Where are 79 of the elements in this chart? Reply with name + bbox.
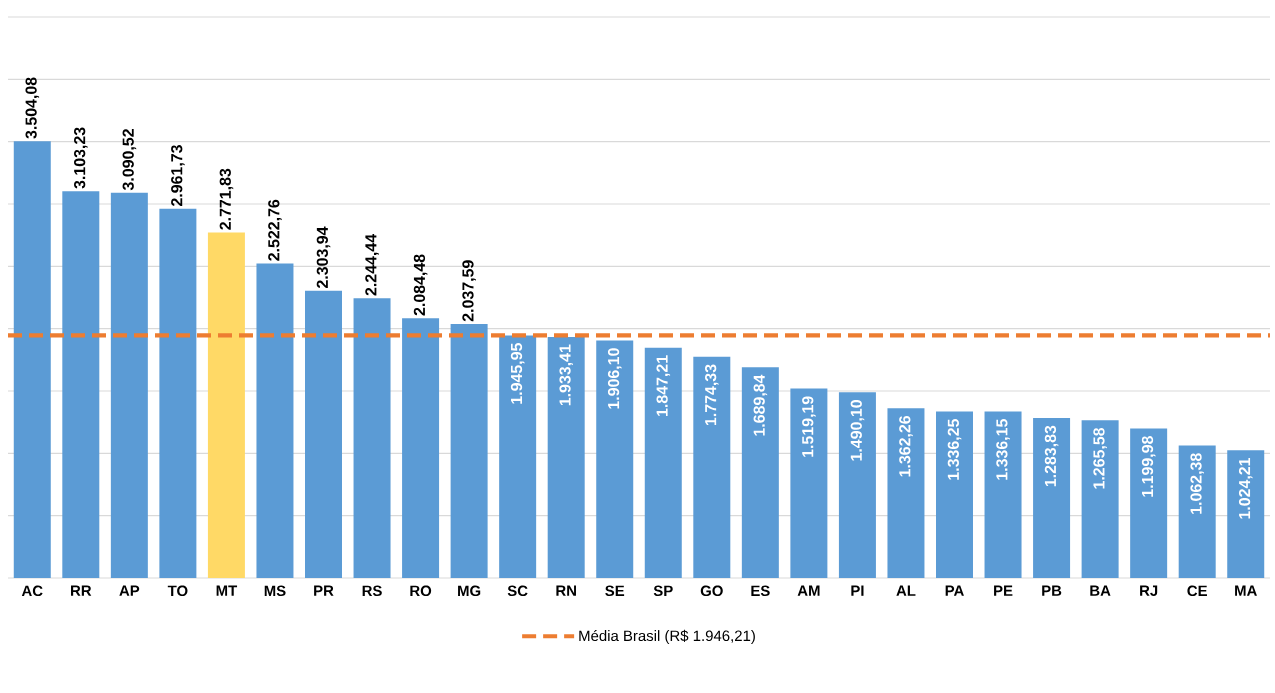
bar xyxy=(644,347,682,578)
data-label: 2.037,59 xyxy=(462,260,476,322)
data-label: 2.244,44 xyxy=(365,234,379,296)
x-tick-label: AP xyxy=(119,585,140,596)
bar xyxy=(159,208,197,578)
x-tick-label: RN xyxy=(556,585,576,596)
bar xyxy=(1130,428,1168,578)
bar xyxy=(936,411,973,578)
data-label: 2.522,76 xyxy=(268,199,282,261)
x-tick-label: TO xyxy=(167,585,188,597)
bar xyxy=(596,340,634,578)
x-tick-label: MA xyxy=(1235,585,1257,596)
data-label: 1.519,19 xyxy=(802,396,816,457)
data-label: 3.103,23 xyxy=(74,127,88,189)
data-label: 1.362,26 xyxy=(899,415,913,477)
bar xyxy=(887,408,925,578)
bar xyxy=(1227,450,1265,578)
x-tick-label: MT xyxy=(216,585,238,596)
x-tick-label: SP xyxy=(653,585,673,597)
bar xyxy=(256,263,294,578)
data-label: 1.024,21 xyxy=(1238,457,1253,519)
bar xyxy=(1033,417,1071,578)
x-tick-label: GO xyxy=(700,585,723,597)
x-tick-label: BA xyxy=(1090,585,1111,596)
bar xyxy=(1081,420,1119,578)
data-label: 1.062,38 xyxy=(1190,453,1204,514)
x-tick-label: CE xyxy=(1187,585,1207,597)
bar xyxy=(693,356,731,578)
bar xyxy=(402,318,440,578)
x-tick-label: MG xyxy=(458,585,481,597)
bar xyxy=(741,367,779,578)
data-label: 1.283,83 xyxy=(1044,425,1059,487)
x-tick-label: AM xyxy=(797,585,820,596)
bar xyxy=(450,323,488,578)
x-tick-label: RO xyxy=(410,585,432,597)
data-label: 1.336,15 xyxy=(996,419,1010,480)
data-label: 1.199,98 xyxy=(1141,436,1156,497)
x-tick-label: PR xyxy=(314,585,334,596)
data-label: 3.090,52 xyxy=(122,129,137,191)
data-label: 2.771,83 xyxy=(219,168,234,230)
bar xyxy=(499,335,537,578)
x-tick-label: PI xyxy=(851,585,864,596)
bar xyxy=(790,388,828,578)
data-label: 1.336,25 xyxy=(947,419,962,480)
data-label: 1.933,41 xyxy=(559,344,573,406)
data-label: 1.689,84 xyxy=(753,374,768,436)
x-tick-label: ES xyxy=(751,585,770,597)
bar xyxy=(984,411,1022,578)
bar xyxy=(547,336,585,578)
bar xyxy=(207,232,245,578)
bar xyxy=(353,298,391,578)
x-tick-label: PA xyxy=(945,585,964,596)
x-tick-label: PB xyxy=(1042,585,1062,596)
data-label: 1.265,58 xyxy=(1093,427,1107,489)
data-label: 2.084,48 xyxy=(413,254,428,316)
data-label: 1.906,10 xyxy=(607,348,622,409)
x-tick-label: AC xyxy=(21,585,43,597)
x-tick-label: AL xyxy=(896,585,916,596)
x-tick-label: PE xyxy=(994,585,1013,596)
x-tick-label: RR xyxy=(71,585,92,596)
data-label: 2.303,94 xyxy=(316,226,331,289)
x-tick-label: RJ xyxy=(1140,585,1158,596)
bar xyxy=(305,290,342,578)
data-label: 3.504,08 xyxy=(25,77,40,139)
bar xyxy=(110,192,148,578)
bar xyxy=(838,392,876,578)
x-tick-label: SE xyxy=(605,585,625,597)
data-label: 1.847,21 xyxy=(656,355,671,416)
x-tick-label: SC xyxy=(507,585,528,597)
data-label: 1.490,10 xyxy=(850,400,865,461)
data-label: 1.774,33 xyxy=(705,364,719,426)
bar xyxy=(13,141,51,578)
bar xyxy=(62,191,100,578)
x-tick-label: MS xyxy=(264,585,286,597)
legend-label: Média Brasil (R$ 1.946,21) xyxy=(579,629,755,645)
data-label: 1.945,95 xyxy=(510,343,525,404)
x-tick-label: RS xyxy=(362,585,382,597)
bar xyxy=(1178,445,1216,578)
data-label: 2.961,73 xyxy=(171,145,185,207)
